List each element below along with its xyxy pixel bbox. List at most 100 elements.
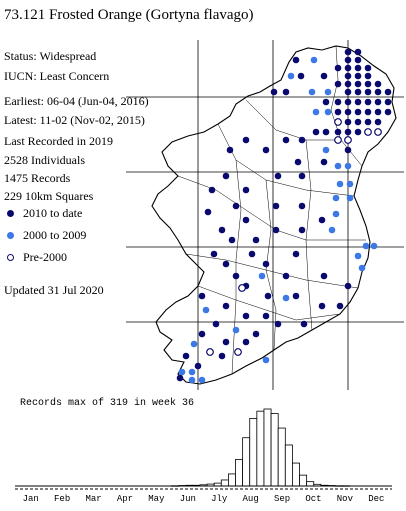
recent-record-dot bbox=[232, 272, 240, 280]
recent-record-dot bbox=[198, 292, 206, 300]
iucn-text: IUCN: Least Concern bbox=[4, 69, 110, 83]
recent-record-dot bbox=[222, 260, 230, 268]
legend-label-pre2000: Pre-2000 bbox=[23, 249, 67, 264]
recent-record-dot bbox=[208, 186, 216, 194]
recent-record-dot bbox=[364, 72, 372, 80]
ireland-distribution-map bbox=[126, 40, 404, 390]
recent-record-dot bbox=[222, 302, 230, 310]
recent-record-dot bbox=[294, 158, 302, 166]
recent-record-dot bbox=[322, 98, 330, 106]
decade2000-record-dot bbox=[362, 242, 370, 250]
decade2000-record-dot bbox=[324, 108, 332, 116]
decade2000-record-dot bbox=[336, 180, 344, 188]
decade2000-record-dot bbox=[332, 194, 340, 202]
decade2000-record-dot bbox=[188, 368, 196, 376]
recent-record-dot bbox=[232, 202, 240, 210]
recent-record-dot bbox=[334, 108, 342, 116]
records-text: 1475 Records bbox=[4, 171, 71, 185]
decade2000-record-dot bbox=[258, 272, 266, 280]
histogram-bar bbox=[270, 413, 279, 487]
recent-record-dot bbox=[292, 56, 300, 64]
decade2000-record-dot bbox=[308, 88, 316, 96]
recent-record-dot bbox=[354, 98, 362, 106]
recent-record-dot bbox=[282, 88, 290, 96]
pre2000-record-dot bbox=[344, 136, 352, 144]
decade2000-record-dot bbox=[188, 376, 196, 384]
pre2000-record-dot bbox=[238, 284, 246, 292]
recent-record-dot bbox=[344, 72, 352, 80]
recent-record-dot bbox=[344, 146, 352, 154]
recent-record-dot bbox=[242, 312, 250, 320]
month-label: Sep bbox=[274, 494, 290, 504]
recent-record-dot bbox=[298, 202, 306, 210]
decade2000-record-dot bbox=[310, 56, 318, 64]
legend-item-pre2000: Pre-2000 bbox=[4, 249, 86, 265]
recent-record-dot bbox=[334, 98, 342, 106]
recent-record-dot bbox=[262, 312, 270, 320]
pre2000-record-dot bbox=[364, 128, 372, 136]
legend-label-2000s: 2000 to 2009 bbox=[23, 227, 87, 242]
recent-record-dot bbox=[282, 272, 290, 280]
decade2000-record-dot bbox=[346, 194, 354, 202]
recent-record-dot bbox=[364, 118, 372, 126]
recent-record-dot bbox=[320, 158, 328, 166]
decade2000-record-dot bbox=[370, 242, 378, 250]
decade2000-record-dot bbox=[324, 88, 332, 96]
last-recorded-text: Last Recorded in 2019 bbox=[4, 134, 113, 148]
recent-record-dot bbox=[344, 282, 352, 290]
legend-item-2000s: 2000 to 2009 bbox=[4, 227, 86, 243]
dark-dot-icon bbox=[7, 209, 14, 217]
record-dots bbox=[176, 48, 392, 384]
histogram-bar bbox=[235, 459, 244, 487]
recent-record-dot bbox=[292, 292, 300, 300]
pre2000-record-dot bbox=[234, 348, 242, 356]
recent-record-dot bbox=[364, 88, 372, 96]
recent-record-dot bbox=[364, 80, 372, 88]
recent-record-dot bbox=[322, 128, 330, 136]
decade2000-record-dot bbox=[262, 356, 270, 364]
recent-record-dot bbox=[354, 108, 362, 116]
recent-record-dot bbox=[364, 64, 372, 72]
earliest-text: Earliest: 06-04 (Jun-04, 2016) bbox=[4, 94, 149, 108]
histogram-bar bbox=[220, 479, 229, 487]
recent-record-dot bbox=[374, 108, 382, 116]
blue-dot-icon bbox=[7, 231, 14, 239]
status-text: Status: Widespread bbox=[4, 49, 97, 63]
month-label: Nov bbox=[337, 494, 354, 504]
recent-record-dot bbox=[364, 98, 372, 106]
histogram-caption: Records max of 319 in week 36 bbox=[20, 398, 195, 409]
page-title: 73.121 Frosted Orange (Gortyna flavago) bbox=[4, 7, 254, 23]
recent-record-dot bbox=[176, 374, 184, 382]
recent-record-dot bbox=[384, 98, 392, 106]
recent-record-dot bbox=[344, 56, 352, 64]
decade2000-record-dot bbox=[354, 252, 362, 260]
month-labels: Jan Feb Mar Apr May Jun Jly Aug Sep Oct Nov Dec bbox=[23, 494, 385, 504]
month-label: Jun bbox=[180, 494, 196, 504]
recent-record-dot bbox=[262, 146, 270, 154]
histogram-bar bbox=[263, 408, 272, 487]
recent-record-dot bbox=[354, 118, 362, 126]
recent-record-dot bbox=[320, 272, 328, 280]
recent-record-dot bbox=[204, 208, 212, 216]
recent-record-dot bbox=[344, 88, 352, 96]
histogram-bar bbox=[299, 474, 308, 487]
decade2000-record-dot bbox=[328, 226, 336, 234]
recent-record-dot bbox=[252, 330, 260, 338]
recent-record-dot bbox=[354, 56, 362, 64]
recent-record-dot bbox=[292, 250, 300, 258]
recent-record-dot bbox=[354, 128, 362, 136]
legend-label-recent: 2010 to date bbox=[23, 205, 83, 220]
pre2000-record-dot bbox=[206, 348, 214, 356]
latest-text: Latest: 11-02 (Nov-02, 2015) bbox=[4, 113, 145, 127]
recent-record-dot bbox=[262, 260, 270, 268]
recent-record-dot bbox=[318, 216, 326, 224]
recent-record-dot bbox=[384, 88, 392, 96]
month-label: May bbox=[148, 494, 165, 504]
recent-record-dot bbox=[374, 80, 382, 88]
legend-item-recent: 2010 to date bbox=[4, 205, 86, 221]
recent-record-dot bbox=[334, 128, 342, 136]
decade2000-record-dot bbox=[344, 162, 352, 170]
recent-record-dot bbox=[194, 362, 202, 370]
recent-record-dot bbox=[312, 128, 320, 136]
decade2000-record-dot bbox=[198, 376, 206, 384]
